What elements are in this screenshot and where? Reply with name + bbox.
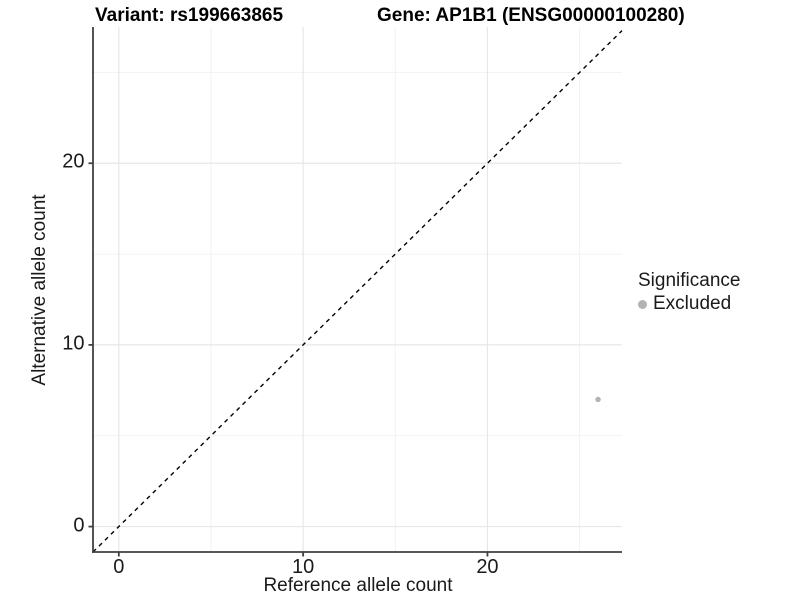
x-tick-label: 10 [292, 556, 315, 578]
variant-title: Variant: rs199663865 [95, 5, 284, 26]
identity-dashed-line [92, 30, 623, 553]
gene-title: Gene: AP1B1 (ENSG00000100280) [377, 5, 685, 26]
y-tick-label: 10 [62, 332, 85, 355]
x-axis-title: Reference allele count [263, 575, 453, 596]
legend-title: Significance [638, 270, 741, 291]
legend: Significance Excluded [638, 270, 740, 315]
legend-item-label: Excluded [653, 293, 732, 314]
y-tick-label: 0 [73, 513, 85, 536]
x-tick-label: 0 [113, 556, 125, 578]
y-tick-label: 20 [62, 150, 85, 173]
x-tick-label: 20 [476, 556, 499, 578]
y-axis-title: Alternative allele count [29, 194, 50, 386]
legend-item-excluded: Excluded [638, 293, 740, 315]
data-point [595, 396, 601, 403]
legend-key-dot-icon [638, 299, 647, 309]
